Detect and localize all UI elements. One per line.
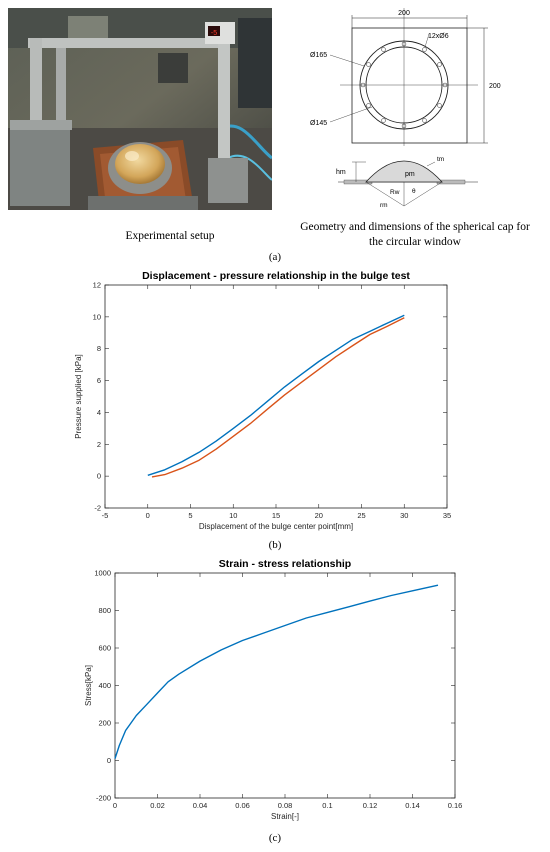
x-tick-label: 0	[113, 801, 117, 810]
x-tick-label: 0	[146, 511, 150, 520]
panel-label-a: (a)	[268, 251, 282, 263]
dim-t-m: tm	[437, 156, 444, 163]
dim-holes: 12xØ6	[428, 33, 449, 40]
dim-h-m: hm	[336, 169, 346, 176]
dim-r-m: rm	[380, 202, 388, 209]
series-line-1	[114, 584, 439, 759]
y-axis-label: Stress[kPa]	[84, 665, 93, 706]
x-tick-label: 30	[400, 511, 408, 520]
dim-theta: θ	[412, 188, 416, 195]
plot-area	[104, 284, 448, 509]
drawing-caption-line1: Geometry and dimensions of the spherical…	[300, 221, 530, 233]
x-tick-label: 15	[272, 511, 280, 520]
x-tick-label: 0.04	[193, 801, 208, 810]
dim-inner-circle: Ø145	[310, 120, 327, 127]
x-axis-label: Displacement of the bulge center point[m…	[199, 522, 353, 531]
y-tick-label: 6	[97, 376, 101, 385]
x-tick-label: 0.02	[150, 801, 165, 810]
x-tick-label: 0.14	[405, 801, 420, 810]
chart-title: Strain - stress relationship	[219, 558, 351, 570]
y-tick-label: 0	[107, 756, 111, 765]
x-axis-label: Strain[-]	[271, 812, 299, 821]
x-tick-label: 35	[443, 511, 451, 520]
y-tick-label: 4	[97, 408, 101, 417]
panel-label-b: (b)	[268, 539, 282, 551]
x-tick-label: 0.1	[322, 801, 332, 810]
chart-displacement-pressure: Displacement - pressure relationship in …	[74, 270, 451, 531]
x-tick-label: 5	[188, 511, 192, 520]
x-tick-label: 20	[315, 511, 323, 520]
y-tick-label: 200	[98, 719, 111, 728]
y-tick-label: 8	[97, 344, 101, 353]
x-tick-label: 25	[357, 511, 365, 520]
plot-area	[114, 572, 456, 799]
pressure-display-text: -5	[211, 30, 217, 37]
dim-p-m: pm	[405, 171, 415, 178]
x-tick-label: 10	[229, 511, 237, 520]
x-tick-label: 0.06	[235, 801, 250, 810]
dim-height-right: 200	[489, 83, 501, 90]
y-tick-label: -200	[96, 794, 111, 803]
cap-geometry-drawing: 200 200 Ø165 Ø145 12	[292, 6, 542, 216]
drawing-caption-line2: the circular window	[369, 236, 461, 248]
y-tick-label: 2	[97, 440, 101, 449]
y-axis-label: Pressure supplied [kPa]	[74, 354, 83, 439]
y-tick-label: 800	[98, 606, 111, 615]
y-tick-label: -2	[94, 504, 101, 513]
y-tick-label: 12	[93, 281, 101, 290]
panel-label-c: (c)	[268, 832, 282, 844]
x-tick-label: -5	[102, 511, 109, 520]
x-tick-label: 0.08	[278, 801, 293, 810]
x-tick-label: 0.16	[448, 801, 463, 810]
photo-illustration: -5	[8, 8, 272, 210]
drawing-caption: Geometry and dimensions of the spherical…	[280, 220, 550, 250]
y-tick-label: 600	[98, 644, 111, 653]
y-tick-label: 10	[93, 312, 101, 321]
series-line-1	[147, 314, 405, 476]
experimental-setup-photo: -5	[8, 8, 272, 210]
geometry-diagram: 200 200 Ø165 Ø145 12	[310, 8, 501, 209]
photo-caption: Experimental setup	[125, 230, 215, 242]
chart-title: Displacement - pressure relationship in …	[142, 270, 410, 282]
dim-R-w: Rw	[390, 189, 400, 196]
bolt-holes	[360, 41, 448, 129]
y-tick-label: 1000	[94, 569, 111, 578]
y-tick-label: 0	[97, 472, 101, 481]
y-tick-label: 400	[98, 681, 111, 690]
series-line-2	[151, 317, 405, 478]
chart-strain-stress: Strain - stress relationship 0 0.02 0.04 0.0…	[84, 558, 463, 821]
dim-outer-circle: Ø165	[310, 52, 327, 59]
x-tick-label: 0.12	[363, 801, 378, 810]
